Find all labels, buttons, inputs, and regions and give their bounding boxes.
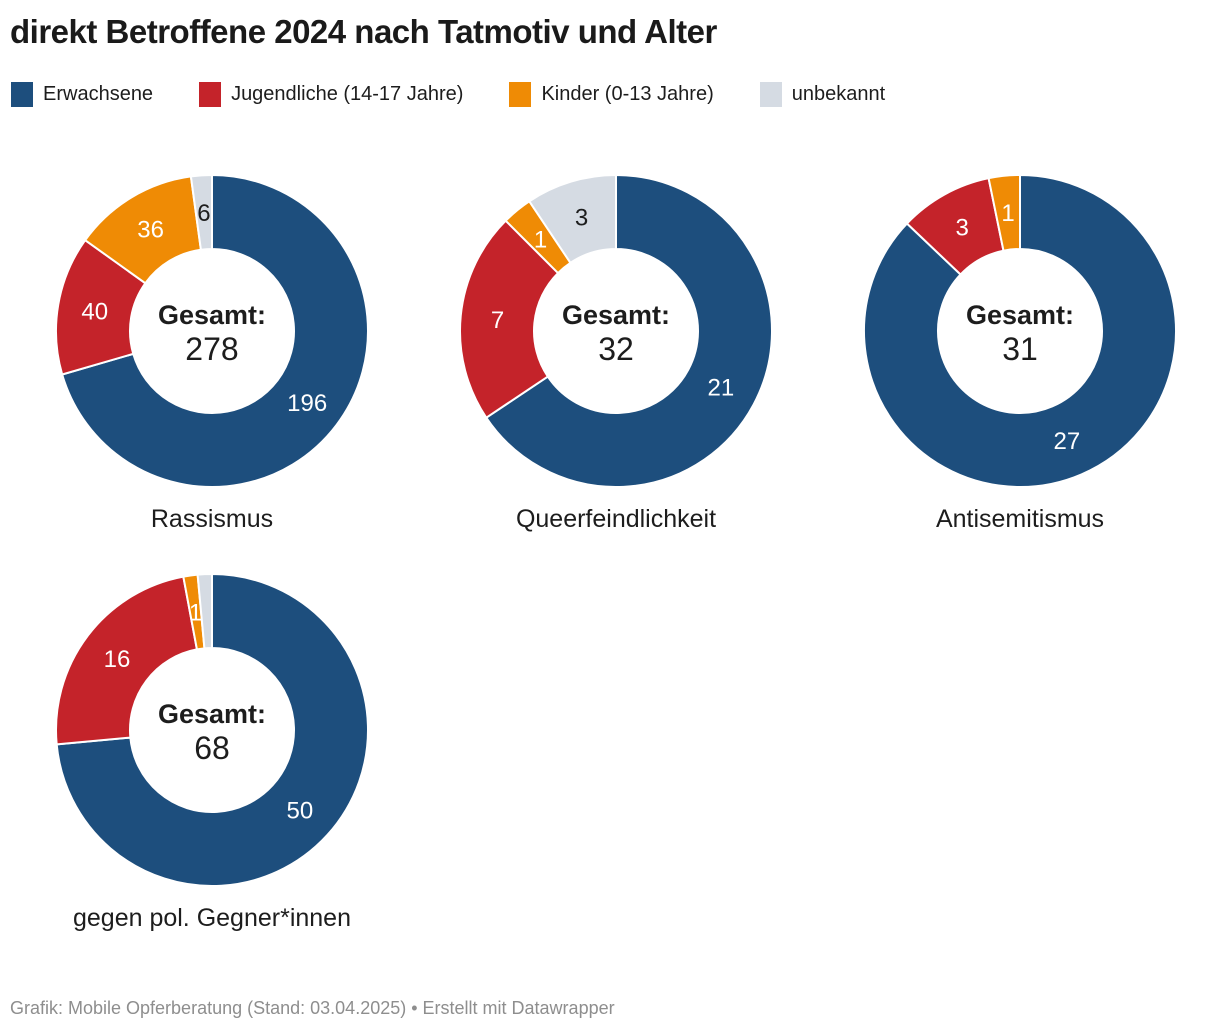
donut-caption-0: Rassismus — [150, 504, 274, 533]
legend-item-jugendliche: Jugendliche (14-17 Jahre) — [199, 81, 464, 107]
slice-value-label: 27 — [1054, 427, 1081, 454]
slice-value-label: 3 — [956, 214, 969, 241]
slice-value-label: 3 — [575, 204, 588, 231]
donut-total-label: Gesamt: — [158, 300, 266, 330]
legend-swatch-kinder — [509, 81, 532, 107]
slice-unbekannt[interactable] — [527, 173, 617, 264]
legend-label-jugendliche: Jugendliche (14-17 Jahre) — [231, 82, 464, 105]
slice-unbekannt[interactable] — [196, 572, 213, 650]
donut-caption-3: gegen pol. Gegner*innen — [72, 903, 351, 932]
donut-figure: 27 3 1 Gesamt: 31 — [860, 171, 1180, 491]
legend-label-unbekannt: unbekannt — [791, 82, 886, 105]
donut-total-value: 32 — [598, 331, 634, 367]
donut-figure: 21 7 1 3 Gesamt: 32 — [456, 171, 776, 491]
donut-chart: 50 16 1 Gesamt: 68 gegen pol. Gegner*innen — [10, 570, 414, 933]
donut-caption-1: Queerfeindlichkeit — [515, 504, 717, 533]
slice-value-label: 7 — [491, 306, 504, 333]
donut-total-label: Gesamt: — [158, 699, 266, 729]
legend: Erwachsene Jugendliche (14-17 Jahre) Kin… — [11, 81, 1210, 107]
slice-jugendliche[interactable] — [458, 218, 560, 419]
donut-total-value: 31 — [1002, 331, 1038, 367]
slice-value-label: 36 — [137, 216, 164, 243]
slice-value-label: 16 — [104, 645, 131, 672]
slice-jugendliche[interactable] — [55, 575, 199, 746]
slice-erwachsene[interactable] — [55, 572, 369, 887]
slice-value-label: 1 — [1001, 200, 1014, 227]
legend-item-kinder: Kinder (0-13 Jahre) — [509, 81, 714, 107]
donut-chart: 196 40 36 6 Gesamt: 278 Rassismus — [10, 171, 414, 534]
donut-caption-2: Antisemitismus — [935, 504, 1105, 533]
chart-title: direkt Betroffene 2024 nach Tatmotiv und… — [10, 13, 717, 50]
legend-item-erwachsene: Erwachsene — [11, 81, 154, 107]
chart-footer: Grafik: Mobile Opferberatung (Stand: 03.… — [10, 998, 615, 1018]
slice-kinder[interactable] — [987, 173, 1021, 252]
donut-total-label: Gesamt: — [562, 300, 670, 330]
legend-swatch-erwachsene — [11, 81, 33, 107]
slice-value-label: 1 — [189, 599, 202, 626]
slice-value-label: 196 — [287, 390, 327, 417]
donut-figure: 196 40 36 6 Gesamt: 278 — [52, 171, 372, 491]
slice-unbekannt[interactable] — [189, 173, 213, 251]
donut-total-label: Gesamt: — [966, 300, 1074, 330]
slice-value-label: 1 — [534, 226, 547, 253]
donut-total-value: 278 — [185, 331, 238, 367]
donut-svg: 21 7 1 3 Gesamt:32 — [458, 173, 773, 488]
legend-label-kinder: Kinder (0-13 Jahre) — [541, 82, 714, 105]
donut-svg: 196 40 36 6 Gesamt:278 — [55, 173, 369, 488]
donut-chart: 21 7 1 3 Gesamt: 32 Queerfeindlichkeit — [414, 171, 818, 534]
donut-charts-grid: 196 40 36 6 Gesamt: 278 Rassismus 21 7 1 3 Gesamt… — [10, 171, 1210, 933]
slice-value-label: 21 — [708, 374, 735, 401]
legend-swatch-unbekannt — [759, 81, 782, 107]
slice-value-label: 40 — [81, 298, 108, 325]
slice-erwachsene[interactable] — [863, 173, 1177, 488]
legend-item-unbekannt: unbekannt — [759, 81, 886, 107]
slice-erwachsene[interactable] — [60, 173, 369, 488]
slice-value-label: 50 — [287, 797, 314, 824]
slice-value-label: 6 — [197, 199, 210, 226]
legend-label-erwachsene: Erwachsene — [43, 82, 154, 105]
legend-swatch-jugendliche — [199, 81, 222, 107]
donut-figure: 50 16 1 Gesamt: 68 — [52, 570, 372, 890]
donut-svg: 50 16 1 Gesamt:68 — [55, 572, 369, 887]
donut-chart: 27 3 1 Gesamt: 31 Antisemitismus — [818, 171, 1220, 534]
donut-total-value: 68 — [194, 730, 230, 766]
slice-erwachsene[interactable] — [484, 173, 773, 488]
